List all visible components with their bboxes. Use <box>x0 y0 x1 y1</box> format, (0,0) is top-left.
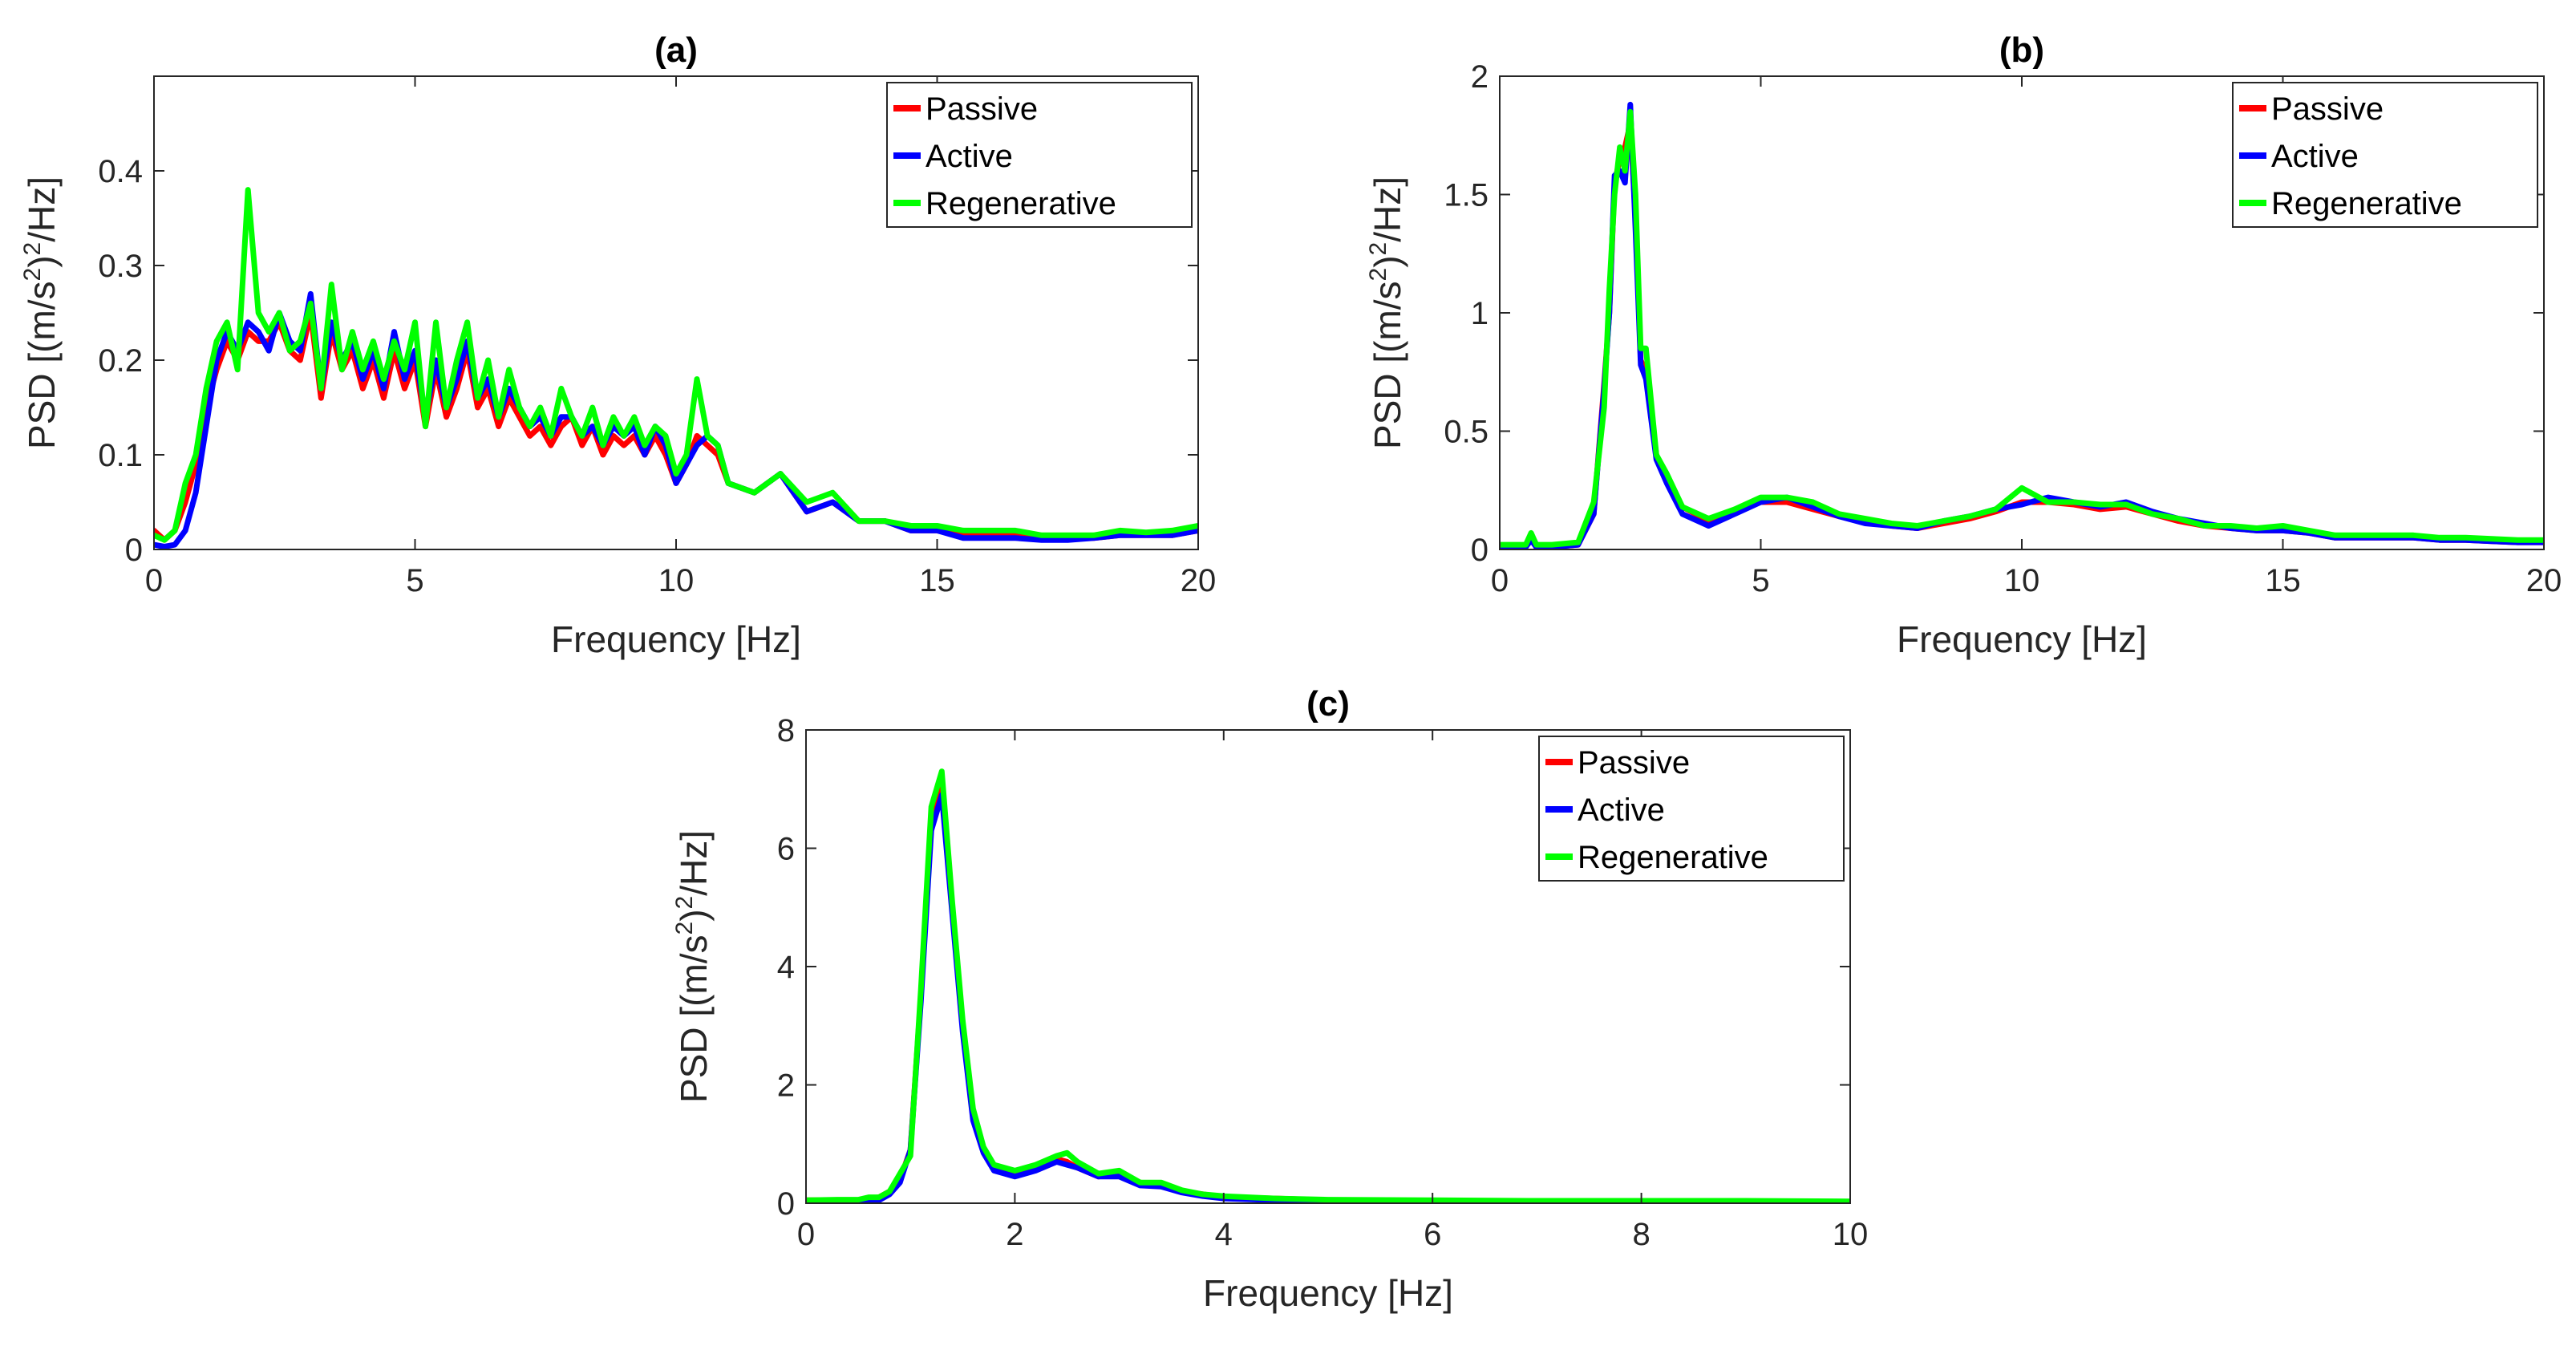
y-label-part: PSD [(m/s <box>1367 281 1408 449</box>
series-line-regenerative <box>806 768 1850 1203</box>
legend-box <box>886 82 1193 228</box>
x-tick-label: 0 <box>1491 563 1509 598</box>
chart-a: 0 5 10 15 20 0 0.1 0.2 0.3 0.4 (a) Frequency [Hz] PS… <box>19 30 1216 660</box>
legend: Passive Active Regenerative <box>886 82 1193 228</box>
y-tick-label: 6 <box>777 832 795 867</box>
y-tick-label: 0 <box>125 533 143 568</box>
y-label-part: /Hz] <box>673 830 715 896</box>
y-label-part: 2 <box>671 922 698 935</box>
y-tick-label: 0 <box>1471 533 1488 568</box>
chart-title: (a) <box>654 30 698 70</box>
x-tick-label: 0 <box>797 1217 815 1252</box>
legend-label-active: Active <box>2271 139 2359 174</box>
legend: Passive Active Regenerative <box>2232 82 2538 228</box>
y-label-part: 2 <box>19 268 46 282</box>
legend-label-passive: Passive <box>1578 745 1690 780</box>
y-tick-label: 8 <box>777 713 795 748</box>
chart-title: (b) <box>1999 30 2044 70</box>
x-tick-label: 0 <box>145 563 163 598</box>
x-tick-label: 20 <box>1181 563 1217 598</box>
legend: Passive Active Regenerative <box>1538 736 1845 882</box>
series-group <box>806 768 1850 1203</box>
chart-b: 0 5 10 15 20 0 0.5 1 1.5 2 (b) Frequency [Hz] PSD [(… <box>1365 30 2562 660</box>
x-tick-label: 15 <box>919 563 955 598</box>
y-label-part: /Hz] <box>1367 176 1408 242</box>
series-group <box>154 187 1198 549</box>
series-group <box>1500 101 2544 549</box>
y-tick-label: 0.3 <box>98 249 143 284</box>
x-axis-label: Frequency [Hz] <box>1203 1272 1453 1314</box>
y-label-part: 2 <box>1365 268 1391 282</box>
x-tick-label: 10 <box>2004 563 2040 598</box>
y-tick-label: 0 <box>777 1186 795 1222</box>
x-tick-label: 4 <box>1215 1217 1233 1252</box>
y-label-part: PSD [(m/s <box>673 934 715 1103</box>
x-axis-label: Frequency [Hz] <box>1897 618 2147 660</box>
x-tick-label: 10 <box>1833 1217 1869 1252</box>
y-tick-label: 0.4 <box>98 154 143 189</box>
y-label-part: PSD [(m/s <box>21 281 63 449</box>
y-axis-label: PSD [(m/s2)2/Hz] <box>1365 176 1408 449</box>
legend-label-regenerative: Regenerative <box>2271 186 2462 221</box>
x-tick-label: 2 <box>1006 1217 1023 1252</box>
x-tick-label: 5 <box>1752 563 1769 598</box>
series-line-regenerative <box>1500 108 2544 548</box>
y-label-part: 2 <box>671 896 698 910</box>
series-line-regenerative <box>154 187 1198 543</box>
x-tick-label: 15 <box>2265 563 2301 598</box>
y-tick-label: 2 <box>777 1068 795 1104</box>
y-label-part: /Hz] <box>21 176 63 242</box>
legend-label-regenerative: Regenerative <box>925 186 1116 221</box>
legend-label-active: Active <box>1578 793 1665 828</box>
y-label-part: ) <box>1367 255 1408 267</box>
y-tick-label: 1.5 <box>1444 178 1488 213</box>
legend-box <box>2232 82 2538 228</box>
legend-box <box>1538 736 1845 882</box>
legend-label-passive: Passive <box>925 91 1038 127</box>
chart-title: (c) <box>1306 684 1350 724</box>
y-tick-label: 2 <box>1471 59 1488 95</box>
y-tick-label: 0.1 <box>98 438 143 473</box>
x-tick-label: 8 <box>1632 1217 1650 1252</box>
x-tick-label: 6 <box>1424 1217 1441 1252</box>
y-axis-label: PSD [(m/s2)2/Hz] <box>671 830 715 1103</box>
y-label-part: 2 <box>19 242 46 256</box>
y-tick-label: 4 <box>777 950 795 985</box>
x-axis-label: Frequency [Hz] <box>551 618 801 660</box>
y-label-part: 2 <box>1365 242 1391 256</box>
y-tick-label: 0.5 <box>1444 415 1488 450</box>
legend-label-passive: Passive <box>2271 91 2384 127</box>
x-tick-label: 10 <box>658 563 695 598</box>
y-label-part: ) <box>21 255 63 267</box>
x-tick-label: 5 <box>406 563 423 598</box>
legend-label-active: Active <box>925 139 1013 174</box>
y-tick-label: 0.2 <box>98 343 143 379</box>
y-tick-label: 1 <box>1471 296 1488 331</box>
legend-label-regenerative: Regenerative <box>1578 840 1768 875</box>
x-tick-label: 20 <box>2526 563 2562 598</box>
y-label-part: ) <box>673 909 715 921</box>
y-axis-label: PSD [(m/s2)2/Hz] <box>19 176 63 449</box>
